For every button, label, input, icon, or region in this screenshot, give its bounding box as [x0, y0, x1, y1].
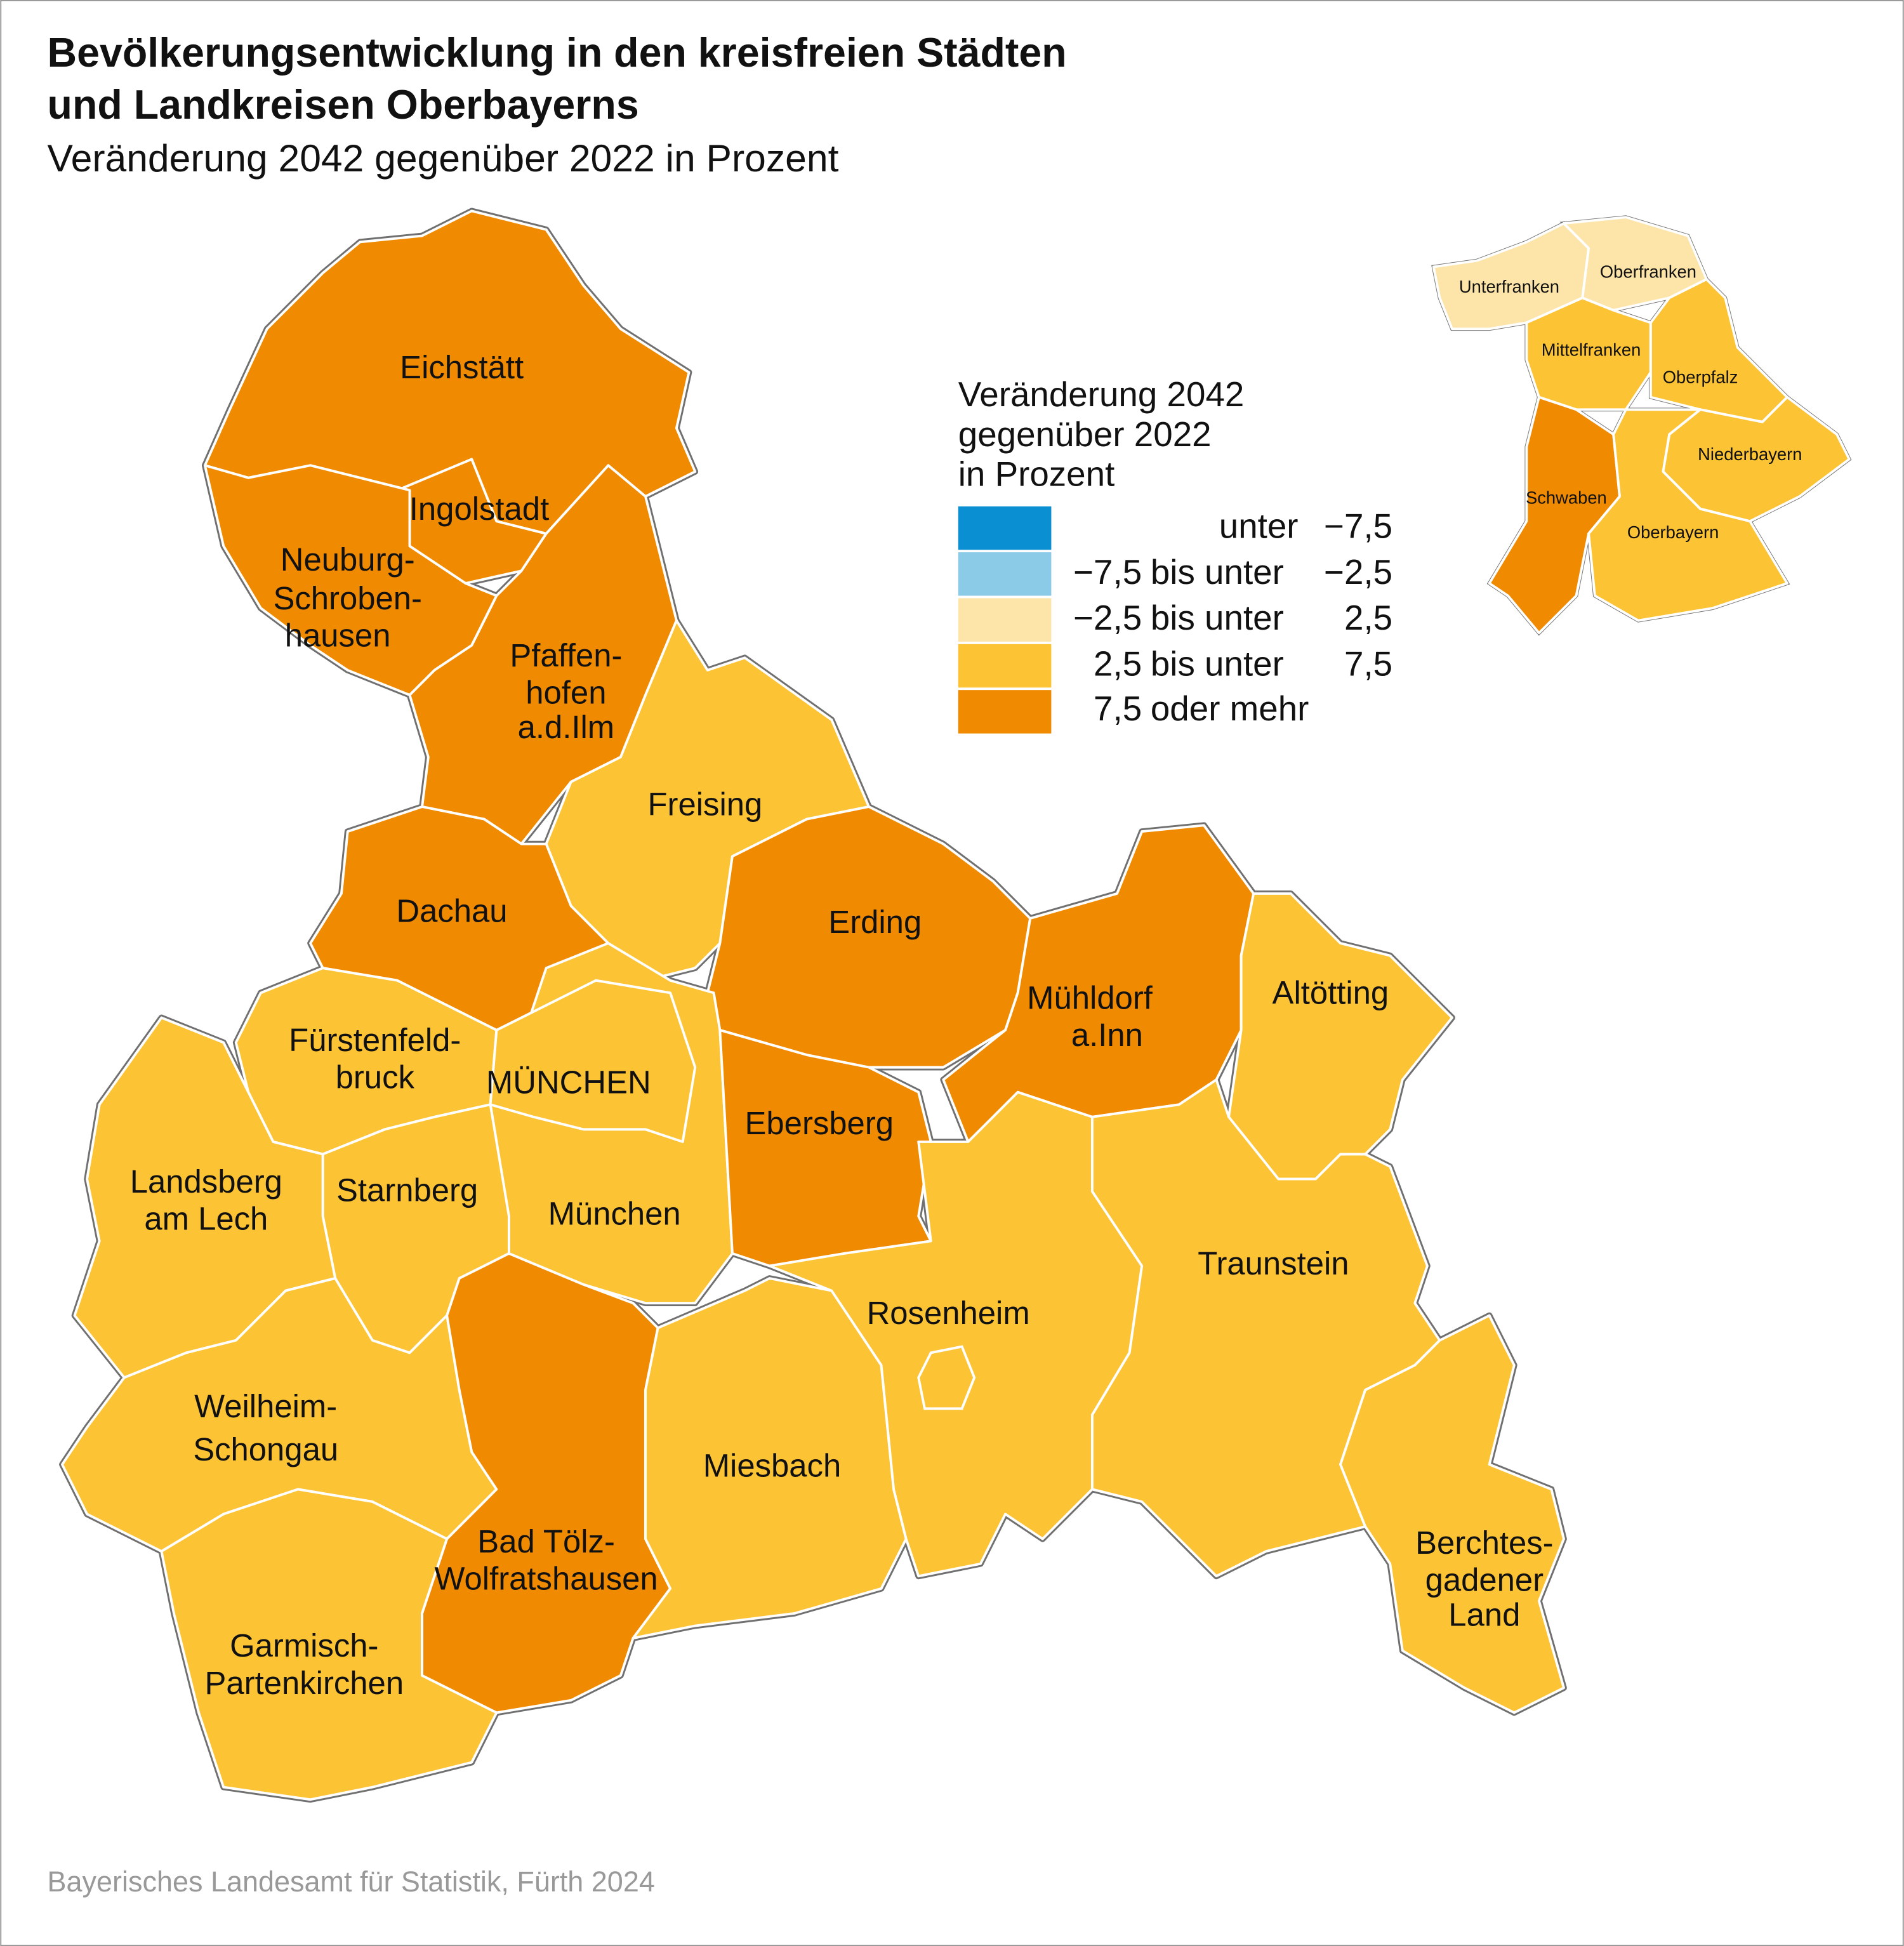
region-label: hofen	[526, 674, 606, 710]
region-label: München	[548, 1196, 681, 1232]
legend-swatch	[958, 644, 1052, 688]
region-label: Bad Tölz-	[477, 1523, 615, 1559]
title: Bevölkerungsentwicklung in den kreisfrei…	[48, 30, 1067, 76]
inset-region	[1587, 408, 1788, 622]
legend-text: −7,5	[1073, 552, 1142, 592]
region-label: Traunstein	[1198, 1245, 1349, 1281]
region-label: Altötting	[1273, 975, 1389, 1011]
legend-swatch	[958, 552, 1052, 596]
region	[421, 1252, 672, 1714]
region-label: Land	[1448, 1596, 1520, 1632]
region-label: gadener	[1425, 1562, 1544, 1598]
region-label: Weilheim-	[194, 1388, 337, 1424]
region-label: Berchtes-	[1415, 1525, 1554, 1561]
inset-label: Oberbayern	[1627, 522, 1719, 542]
region	[631, 1277, 908, 1640]
title: und Landkreisen Oberbayerns	[48, 82, 639, 128]
region-label: Pfaffen-	[510, 637, 622, 673]
region-label: Rosenheim	[867, 1295, 1030, 1331]
inset-label: Oberfranken	[1600, 261, 1696, 281]
region	[1339, 1314, 1565, 1714]
region-label: Freising	[647, 786, 762, 822]
legend-title: gegenüber 2022	[958, 414, 1212, 454]
legend-title: Veränderung 2042	[958, 374, 1245, 414]
legend-title: in Prozent	[958, 454, 1115, 493]
inset-region	[1525, 296, 1652, 411]
legend-text: unter	[1219, 506, 1299, 545]
region-label: MÜNCHEN	[486, 1064, 651, 1100]
region-label: Dachau	[396, 893, 507, 929]
region-label: Miesbach	[703, 1448, 842, 1484]
legend-swatch	[958, 598, 1052, 642]
region	[545, 619, 870, 982]
legend-text: bis unter	[1151, 644, 1284, 683]
inset-label: Oberpfalz	[1663, 367, 1738, 387]
legend-text: 2,5	[1094, 644, 1142, 683]
source: Bayerisches Landesamt für Statistik, Für…	[48, 1865, 655, 1898]
region-label: Eichstätt	[400, 349, 524, 385]
region-label: a.d.Ilm	[518, 709, 615, 745]
legend-swatch	[958, 506, 1052, 550]
legend-text: −7,5	[1324, 506, 1392, 545]
inset-region	[1488, 395, 1621, 635]
inset-label: Unterfranken	[1459, 277, 1559, 296]
region-label: hausen	[285, 617, 391, 653]
region-label: Schongau	[193, 1431, 338, 1467]
region-label: a.Inn	[1071, 1017, 1143, 1053]
region	[706, 805, 1032, 1069]
subtitle: Veränderung 2042 gegenüber 2022 in Proze…	[48, 136, 839, 180]
region-label: Mühldorf	[1027, 979, 1153, 1016]
legend-text: −2,5	[1073, 598, 1142, 637]
region-label: Ebersberg	[745, 1105, 894, 1141]
legend-text: bis unter	[1151, 552, 1284, 592]
region-label: Ingolstadt	[409, 491, 549, 527]
map	[61, 209, 1565, 1801]
region-labels: Eichstätt Ingolstadt Neuburg- Schroben- …	[130, 349, 1554, 1701]
region	[489, 979, 697, 1143]
region-label: Wolfratshausen	[434, 1561, 658, 1597]
legend-text: 2,5	[1344, 598, 1392, 637]
inset-label: Schwaben	[1526, 487, 1607, 507]
region-label: Partenkirchen	[204, 1665, 404, 1701]
legend-text: 7,5	[1344, 644, 1392, 683]
inset-label: Mittelfranken	[1542, 340, 1641, 360]
legend-swatch	[958, 690, 1052, 734]
region-label: Starnberg	[336, 1172, 478, 1208]
region-label: bruck	[336, 1059, 415, 1095]
legend-text: 7,5	[1094, 689, 1142, 728]
region-label: Schroben-	[273, 580, 422, 616]
city-outline	[917, 1345, 976, 1410]
legend-text: −2,5	[1324, 552, 1392, 592]
legend: Veränderung 2042 gegenüber 2022 in Proze…	[958, 374, 1392, 734]
region-label: Neuburg-	[281, 541, 415, 578]
region-label: Fürstenfeld-	[289, 1022, 461, 1058]
region-label: Landsberg	[130, 1163, 282, 1200]
inset-label: Niederbayern	[1698, 444, 1802, 464]
region-label: Erding	[828, 904, 922, 940]
region-label: am Lech	[144, 1200, 268, 1236]
inset-map: Unterfranken Oberfranken Mittelfranken O…	[1431, 215, 1852, 636]
legend-text: bis unter	[1151, 598, 1284, 637]
region-label: Garmisch-	[230, 1627, 378, 1664]
legend-text: oder mehr	[1151, 689, 1309, 728]
